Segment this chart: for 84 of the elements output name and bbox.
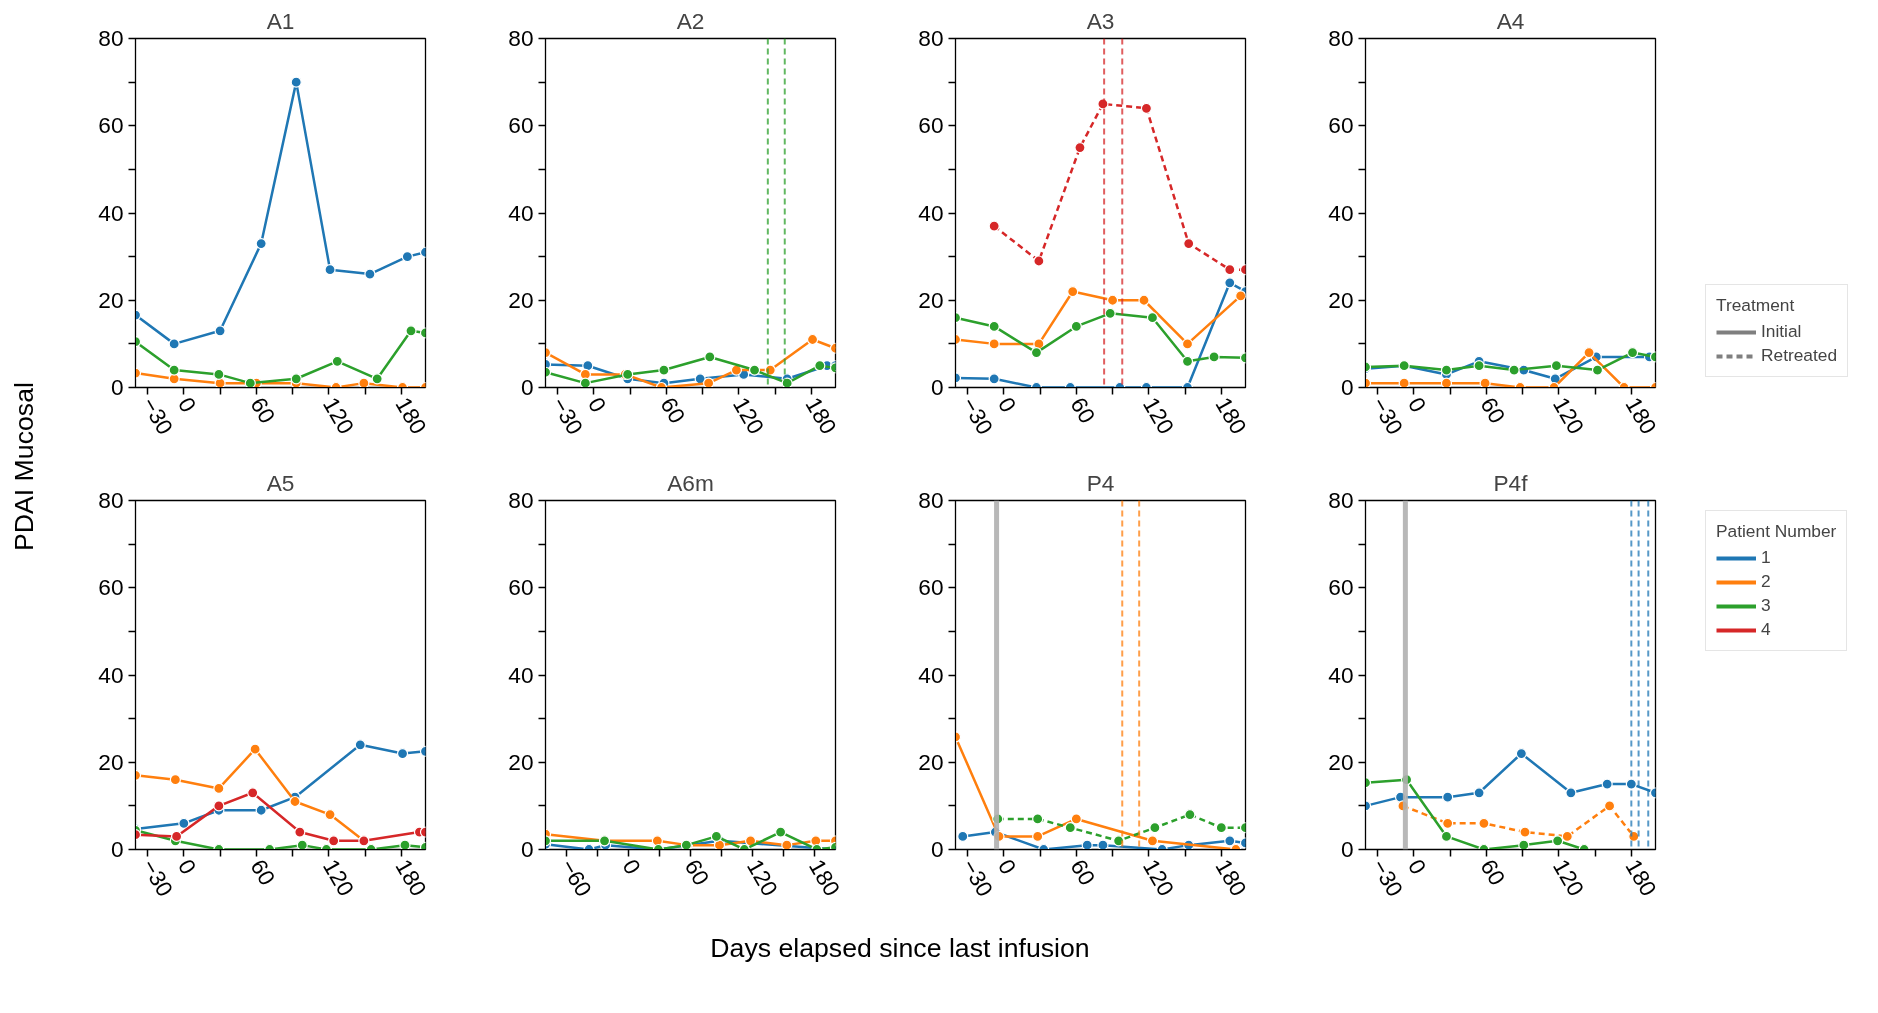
chart-title: A1 (266, 7, 295, 34)
y-tick-label: 80 (1328, 25, 1354, 51)
y-tick-label: 0 (1340, 374, 1354, 400)
x-tick-label: 60 (1065, 392, 1101, 428)
text: Days elapsed since last infusion (710, 932, 1090, 965)
y-tick-label: 40 (98, 199, 124, 226)
x-tick-label: 120 (318, 392, 360, 439)
chart-title: A2 (676, 7, 705, 34)
y-tick-label: 40 (918, 199, 944, 226)
y-tick-label: 20 (1328, 286, 1354, 313)
y-tick-label: 80 (1328, 487, 1354, 513)
y-tick-label: 20 (508, 286, 534, 313)
x-tick-label: 180 (1210, 392, 1252, 439)
y-tick-label: 20 (98, 748, 124, 775)
y-tick-label: 20 (98, 286, 124, 313)
y-tick-label: 40 (508, 661, 534, 688)
x-tick-label: 180 (1210, 854, 1252, 901)
y-tick-label: 40 (508, 199, 534, 226)
y-tick-label: 60 (508, 112, 534, 139)
chart-title: A3 (1086, 7, 1115, 34)
legend-label: Initial (1761, 321, 1802, 342)
y-tick-label: 40 (98, 661, 124, 688)
x-tick-label: 120 (1138, 854, 1180, 901)
chart-title: A5 (266, 469, 295, 496)
y-tick-label: 80 (98, 25, 124, 51)
x-tick-label: 120 (1548, 392, 1590, 439)
y-tick-label: 40 (918, 661, 944, 688)
y-tick-label: 60 (918, 574, 944, 601)
x-tick-label: 60 (679, 854, 715, 890)
y-tick-label: 20 (508, 748, 534, 775)
x-tick-label: 120 (741, 854, 784, 901)
y-tick-label: 20 (918, 748, 944, 775)
y-tick-label: 80 (508, 25, 534, 51)
x-tick-label: −60 (555, 854, 598, 902)
x-tick-label: 120 (728, 392, 770, 439)
x-tick-label: 60 (1475, 392, 1511, 428)
legend-label: 3 (1761, 595, 1772, 616)
y-tick-label: 40 (1328, 199, 1354, 226)
y-tick-label: 0 (110, 836, 124, 862)
chart-title: A6m (667, 469, 714, 496)
x-tick-label: 180 (803, 854, 846, 901)
legend-label: 1 (1761, 547, 1772, 568)
x-tick-label: 120 (318, 854, 360, 901)
x-tick-label: 180 (800, 392, 842, 439)
legend-title: Patient Number (1716, 521, 1837, 542)
y-tick-label: 0 (520, 836, 534, 862)
x-tick-label: 180 (390, 392, 432, 439)
y-tick-label: 0 (520, 374, 534, 400)
y-tick-label: 60 (1328, 112, 1354, 139)
text: PDAI Mucosal (8, 382, 40, 552)
y-tick-label: 80 (918, 25, 944, 51)
x-tick-label: 0 (617, 854, 647, 879)
x-tick-label: 120 (1548, 854, 1590, 901)
chart-title: A4 (1496, 7, 1525, 34)
x-tick-label: 180 (390, 854, 432, 901)
chart-title: P4f (1493, 469, 1529, 496)
y-tick-label: 60 (98, 574, 124, 601)
x-tick-label: 60 (245, 854, 281, 890)
y-tick-label: 80 (508, 487, 534, 513)
y-tick-label: 80 (98, 487, 124, 513)
y-tick-label: 0 (1340, 836, 1354, 862)
x-tick-label: 60 (1065, 854, 1101, 890)
legend-label: 2 (1761, 571, 1772, 592)
x-tick-label: 120 (1138, 392, 1180, 439)
y-tick-label: 80 (918, 487, 944, 513)
y-tick-label: 0 (110, 374, 124, 400)
y-tick-label: 60 (1328, 574, 1354, 601)
x-tick-label: 60 (655, 392, 691, 428)
y-tick-label: 60 (918, 112, 944, 139)
y-tick-label: 60 (98, 112, 124, 139)
y-tick-label: 20 (918, 286, 944, 313)
legend-label: Retreated (1761, 345, 1838, 366)
y-tick-label: 0 (930, 374, 944, 400)
y-tick-label: 60 (508, 574, 534, 601)
y-tick-label: 0 (930, 836, 944, 862)
y-tick-label: 20 (1328, 748, 1354, 775)
chart-title: P4 (1086, 469, 1115, 496)
legend-label: 4 (1761, 619, 1772, 640)
y-tick-label: 40 (1328, 661, 1354, 688)
legend-title: Treatment (1716, 295, 1796, 316)
x-tick-label: 60 (245, 392, 281, 428)
x-tick-label: 180 (1620, 854, 1662, 901)
x-tick-label: 60 (1475, 854, 1511, 890)
x-tick-label: 180 (1620, 392, 1662, 439)
